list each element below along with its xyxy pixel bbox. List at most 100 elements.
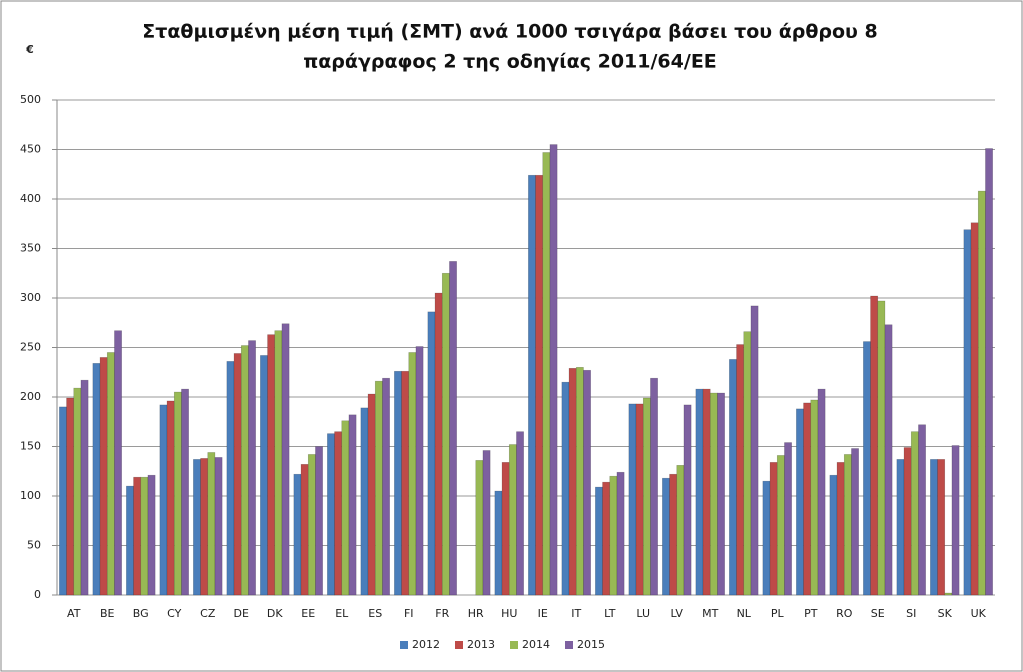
y-tick-label: 350 <box>20 242 41 255</box>
bar <box>427 311 436 596</box>
x-tick-label: FI <box>404 607 414 620</box>
bar <box>516 431 524 596</box>
bar <box>977 190 986 596</box>
bar <box>408 352 417 596</box>
bar <box>159 404 168 596</box>
x-tick-label: PL <box>771 607 785 620</box>
bar <box>575 366 584 596</box>
y-tick-label: 500 <box>20 93 41 106</box>
bar <box>743 331 752 596</box>
bar <box>870 295 879 596</box>
bar <box>970 222 979 596</box>
y-tick-label: 300 <box>20 291 41 304</box>
bar <box>166 400 175 596</box>
bar <box>374 380 383 596</box>
x-tick-label: LT <box>604 607 616 620</box>
chart-title: Σταθμισμένη μέση τιμή (ΣΜΤ) ανά 1000 τσι… <box>142 21 877 43</box>
bar <box>937 459 946 596</box>
bar <box>382 377 390 596</box>
x-tick-label: MT <box>702 607 718 620</box>
bar <box>930 459 938 596</box>
y-tick-label: 100 <box>20 489 41 502</box>
bar <box>695 388 704 596</box>
bar <box>233 353 242 596</box>
bar <box>583 369 591 596</box>
x-tick-label: FR <box>435 607 449 620</box>
bar <box>240 345 249 596</box>
bar <box>595 486 603 596</box>
bar <box>702 388 711 596</box>
bar <box>784 442 792 596</box>
bar <box>896 459 905 596</box>
bar <box>863 341 871 596</box>
bar <box>877 300 886 596</box>
legend-label: 2013 <box>467 638 495 651</box>
bar <box>709 392 718 596</box>
x-tick-label: RO <box>836 607 853 620</box>
x-tick-label: IT <box>571 607 581 620</box>
bar <box>616 471 625 596</box>
x-tick-label: PT <box>804 607 818 620</box>
bar <box>200 458 209 596</box>
bar <box>561 381 570 596</box>
x-tick-label: CZ <box>200 607 216 620</box>
x-tick-label: ES <box>368 607 382 620</box>
bar <box>126 485 134 596</box>
bar <box>535 174 544 596</box>
y-tick-label: 400 <box>20 192 41 205</box>
bar <box>549 144 558 596</box>
bar <box>99 357 108 596</box>
bar <box>482 450 491 596</box>
bar <box>307 454 316 596</box>
y-tick-label: 50 <box>27 539 41 552</box>
bar <box>173 391 182 596</box>
x-tick-label: EE <box>301 607 315 620</box>
bar <box>181 388 189 596</box>
bar <box>843 454 852 596</box>
bar <box>944 592 953 596</box>
legend-swatch <box>565 641 573 649</box>
x-tick-label: NL <box>737 607 752 620</box>
bar <box>334 431 343 596</box>
bar <box>434 292 443 596</box>
bar <box>762 480 771 596</box>
legend-label: 2015 <box>577 638 605 651</box>
x-tick-label: LV <box>671 607 684 620</box>
bar <box>729 359 737 596</box>
x-tick-label: SK <box>938 607 953 620</box>
bar <box>106 352 115 596</box>
bar <box>80 379 89 596</box>
bar <box>910 431 919 596</box>
x-tick-label: CY <box>167 607 181 620</box>
bar <box>776 455 785 596</box>
x-tick-label: IE <box>538 607 548 620</box>
x-tick-label: BE <box>100 607 115 620</box>
bar <box>348 414 357 596</box>
x-tick-label: DE <box>234 607 249 620</box>
x-tick-label: SI <box>906 607 916 620</box>
bar <box>736 344 745 596</box>
x-tick-label: UK <box>971 607 987 620</box>
bar <box>662 477 670 596</box>
bar <box>918 424 926 596</box>
bar <box>207 452 216 596</box>
y-tick-label: 450 <box>20 143 41 156</box>
bar <box>884 324 893 596</box>
bar <box>73 387 82 596</box>
bar <box>226 361 235 596</box>
bar <box>836 462 845 596</box>
bar <box>274 330 283 596</box>
bar <box>475 460 484 596</box>
bar <box>248 340 256 596</box>
bar <box>92 363 101 596</box>
bar <box>963 229 972 596</box>
bar <box>501 462 510 596</box>
chart-title: παράγραφος 2 της οδηγίας 2011/64/ΕΕ <box>303 51 717 73</box>
bar <box>769 462 778 596</box>
bar <box>341 420 350 596</box>
bar <box>66 397 75 596</box>
bar <box>140 476 149 596</box>
x-tick-label: SE <box>871 607 885 620</box>
legend-label: 2014 <box>522 638 550 651</box>
bar <box>315 446 323 596</box>
